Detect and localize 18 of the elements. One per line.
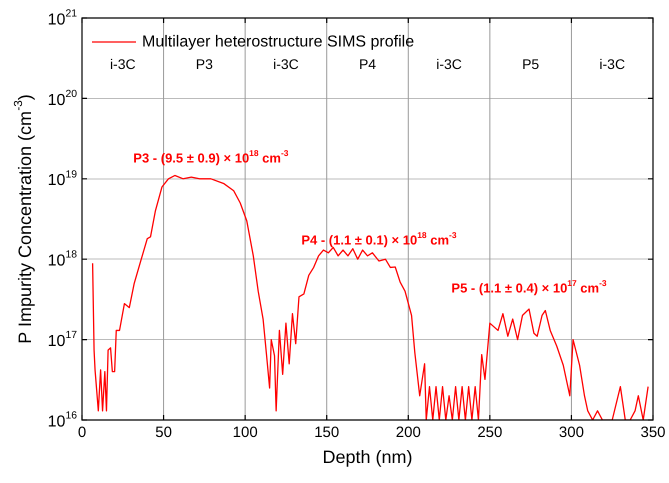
x-tick-label: 200 xyxy=(396,424,421,442)
x-tick-label: 50 xyxy=(155,424,172,442)
x-tick-label: 100 xyxy=(232,424,258,442)
x-tick-label: 250 xyxy=(477,424,502,442)
annotation: i-3C xyxy=(273,56,299,72)
annotation: P5 xyxy=(522,56,540,72)
x-tick-label: 150 xyxy=(314,424,340,442)
annotation: P3 xyxy=(196,56,214,72)
annotation: i-3C xyxy=(599,56,626,72)
x-axis-title: Depth (nm) xyxy=(322,446,413,467)
x-tick-label: 300 xyxy=(558,424,584,442)
x-tick-label: 0 xyxy=(78,424,86,442)
annotation: P4 xyxy=(358,56,376,72)
annotation: i-3C xyxy=(110,56,136,72)
x-tick-label: 350 xyxy=(640,424,666,442)
y-axis-title: P Impurity Concentration (cm-3) xyxy=(12,94,35,344)
annotation: i-3C xyxy=(436,56,462,72)
legend-label: Multilayer heterostructure SIMS profile xyxy=(142,33,414,50)
